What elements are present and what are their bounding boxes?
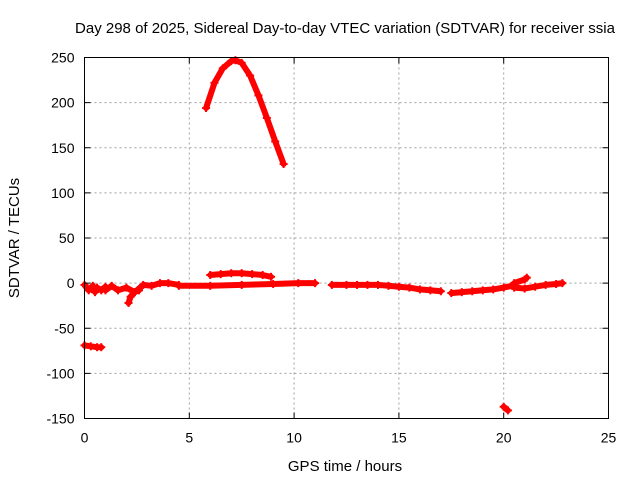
data-point: [202, 104, 211, 113]
data-point: [258, 271, 267, 280]
data-point: [130, 288, 139, 297]
data-point: [457, 288, 466, 297]
data-point: [499, 283, 508, 292]
data-point: [267, 272, 276, 281]
data-point: [254, 91, 263, 100]
data-point: [237, 58, 246, 67]
data-point: [522, 273, 531, 282]
data-point: [342, 280, 351, 289]
tick-layer: 0 5 10 15 20 25 -150 -100 -50 0 50 100 150 200 250: [46, 50, 616, 446]
data-point: [246, 71, 255, 80]
data-point: [436, 287, 445, 296]
data-point: [468, 287, 477, 296]
data-point: [237, 280, 246, 289]
data-point: [218, 64, 227, 73]
x-tick-label: 25: [601, 430, 617, 446]
y-tick-label: -50: [54, 320, 74, 336]
y-tick-label: 50: [59, 230, 75, 246]
x-tick-label: 15: [391, 430, 407, 446]
data-point: [363, 280, 372, 289]
y-tick-label: 0: [67, 275, 75, 291]
data-point: [206, 271, 215, 280]
data-point: [210, 78, 219, 87]
data-point: [216, 270, 225, 279]
data-point: [84, 286, 93, 295]
data-point: [97, 343, 106, 352]
data-point: [262, 113, 271, 122]
data-point: [510, 279, 519, 288]
data-point: [447, 289, 456, 298]
data-point: [426, 286, 435, 295]
data-point: [93, 283, 102, 292]
x-axis-label: GPS time / hours: [288, 458, 402, 475]
data-point: [88, 281, 97, 290]
data-point: [415, 285, 424, 294]
data-point: [101, 286, 110, 295]
data-point: [269, 280, 278, 289]
x-tick-label: 0: [81, 430, 89, 446]
chart-title: Day 298 of 2025, Sidereal Day-to-day VTE…: [75, 20, 616, 37]
y-tick-label: 150: [51, 140, 75, 156]
x-tick-label: 5: [185, 430, 193, 446]
y-tick-label: 250: [51, 50, 75, 66]
data-point: [174, 280, 183, 289]
series-line: [203, 57, 287, 167]
data-point: [294, 279, 303, 288]
data-point: [499, 402, 508, 411]
y-axis-label: SDTVAR / TECUs: [6, 178, 23, 298]
grid-lines: [84, 57, 609, 419]
data-point: [227, 269, 236, 278]
y-tick-label: 200: [51, 95, 75, 111]
data-point: [126, 292, 135, 301]
data-point: [394, 282, 403, 291]
data-point: [139, 280, 148, 289]
data-point: [134, 286, 143, 295]
data-point: [107, 281, 116, 290]
data-point: [206, 281, 215, 290]
data-point: [541, 280, 550, 289]
data-point: [147, 281, 156, 290]
series-layer: [80, 56, 567, 415]
data-point: [558, 279, 567, 288]
data-point: [478, 286, 487, 295]
data-point: [122, 283, 131, 292]
data-point: [520, 284, 529, 293]
y-tick-label: 100: [51, 185, 75, 201]
data-point: [114, 286, 123, 295]
data-point: [237, 269, 246, 278]
x-tick-label: 20: [496, 430, 512, 446]
data-point: [503, 406, 512, 415]
data-point: [311, 279, 320, 288]
data-point: [155, 279, 164, 288]
data-point: [405, 283, 414, 292]
y-tick-label: -100: [46, 365, 74, 381]
data-point: [327, 280, 336, 289]
x-tick-label: 10: [286, 430, 302, 446]
data-point: [373, 280, 382, 289]
data-point: [531, 282, 540, 291]
data-point: [271, 137, 280, 146]
data-point: [489, 285, 498, 294]
data-point: [90, 288, 99, 297]
data-point: [352, 280, 361, 289]
y-tick-label: -150: [46, 411, 74, 427]
data-point: [248, 270, 257, 279]
data-point: [279, 159, 288, 168]
data-point: [124, 298, 133, 307]
data-point: [384, 281, 393, 290]
data-point: [164, 279, 173, 288]
